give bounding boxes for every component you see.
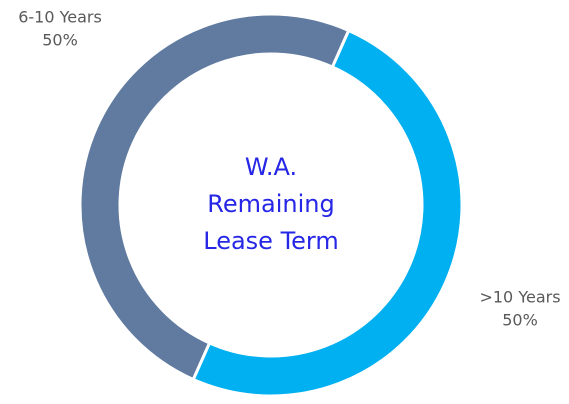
- value-label: 50%: [42, 31, 78, 50]
- donut-segment: [191, 28, 464, 398]
- center-text: Remaining: [207, 190, 334, 218]
- donut-segment: [78, 12, 351, 382]
- center-text: W.A.: [245, 153, 297, 181]
- category-label: 6-10 Years: [18, 8, 102, 27]
- category-label: >10 Years: [479, 288, 560, 307]
- center-text: Lease Term: [203, 227, 339, 255]
- value-label: 50%: [502, 311, 538, 330]
